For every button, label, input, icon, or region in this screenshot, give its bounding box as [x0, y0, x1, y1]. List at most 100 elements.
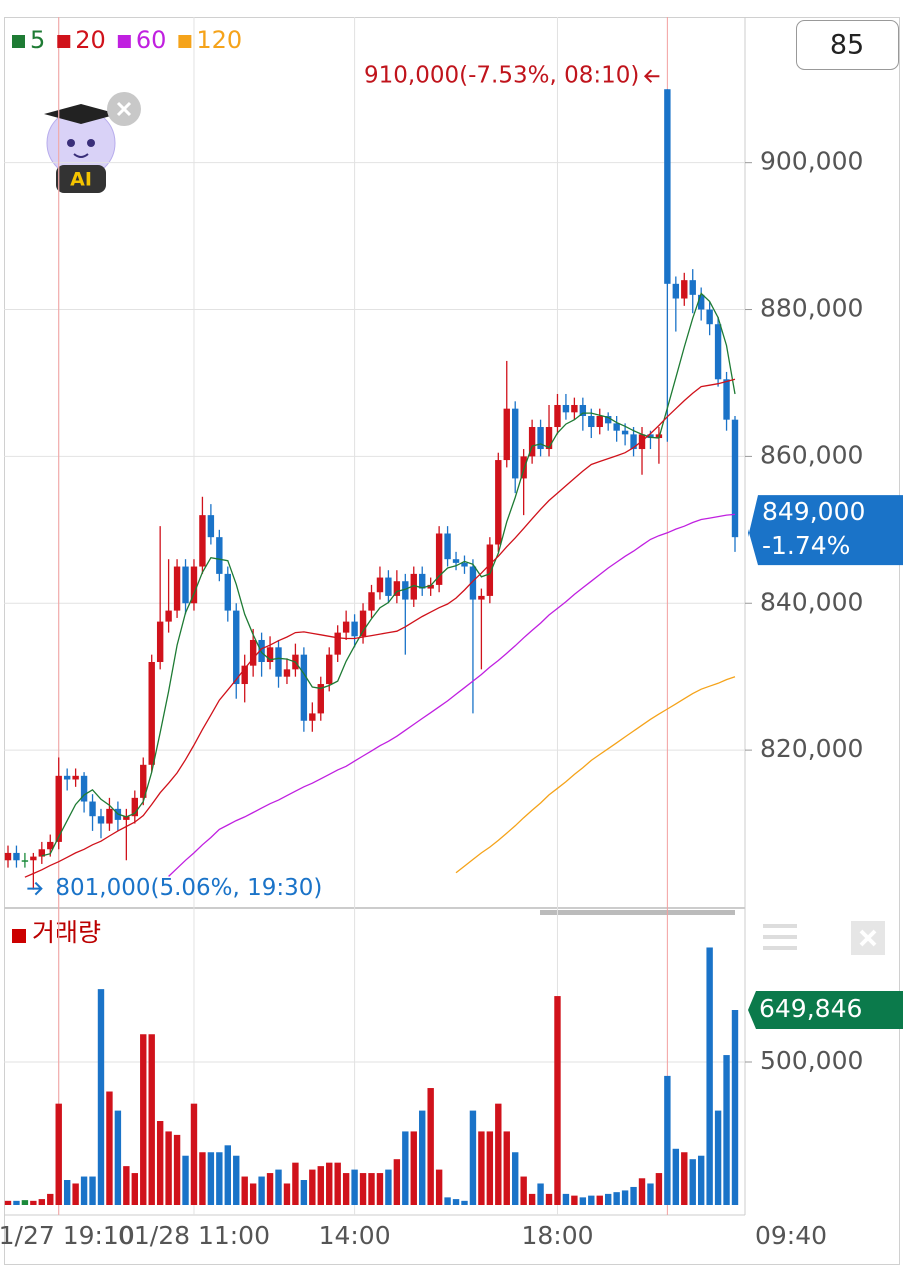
volume-bar — [655, 1173, 663, 1205]
legend-label: 20 — [75, 26, 106, 54]
candle-body — [283, 669, 291, 677]
volume-bar — [604, 1193, 612, 1205]
volume-bar — [512, 1152, 519, 1205]
candle-body — [393, 581, 401, 596]
volume-bar — [199, 1152, 206, 1205]
period-button[interactable]: 85 — [796, 20, 899, 70]
close-panel-icon[interactable] — [851, 921, 885, 955]
candle-body — [165, 610, 172, 622]
volume-bar — [419, 1110, 426, 1205]
y-tick-label: 880,000 — [760, 294, 863, 323]
volume-bar — [249, 1183, 257, 1205]
ai-close-icon[interactable] — [116, 101, 132, 117]
candle-body — [342, 621, 350, 633]
candle-body — [689, 280, 696, 295]
candle-body — [596, 416, 603, 428]
candle-body — [469, 566, 477, 600]
ai-assistant[interactable]: AI — [44, 92, 141, 193]
scroll-bar[interactable] — [540, 910, 735, 915]
volume-bar — [528, 1193, 536, 1205]
candle-body — [452, 559, 460, 563]
candle-body — [326, 654, 333, 685]
menu-icon[interactable] — [763, 924, 797, 950]
volume-bar — [495, 1103, 502, 1205]
candle-body — [520, 456, 527, 479]
candle-body — [266, 647, 274, 663]
volume-bar — [435, 1169, 443, 1205]
candle-body — [300, 654, 308, 721]
volume-bar — [638, 1178, 646, 1205]
volume-bar — [714, 1110, 722, 1205]
current-volume-label: 649,846 — [759, 994, 862, 1023]
period-button-box[interactable] — [796, 20, 899, 70]
volume-bar — [520, 1176, 527, 1205]
x-tick-label: 01/27 19:10 — [0, 1221, 135, 1250]
volume-bar — [156, 1121, 164, 1205]
candle-body — [435, 533, 443, 585]
volume-bar — [55, 1103, 62, 1205]
candle-body — [13, 852, 20, 861]
candle-body — [80, 775, 88, 802]
close-panel-x[interactable] — [859, 929, 877, 947]
candle-body — [190, 566, 198, 604]
current-price-label: 849,000 — [762, 497, 865, 526]
volume-bar — [13, 1200, 20, 1205]
volume-bar — [106, 1091, 113, 1205]
candle-body — [72, 775, 79, 780]
candle-body — [140, 764, 147, 798]
ai-mouth — [73, 153, 89, 158]
candle-body — [216, 537, 223, 574]
volume-bar — [207, 1152, 215, 1205]
volume-legend-swatch — [12, 929, 26, 943]
legend-label: 60 — [136, 26, 167, 54]
volume-bar — [4, 1200, 12, 1205]
volume-bar — [173, 1134, 181, 1205]
chart-border — [4, 17, 900, 1265]
volume-bar — [80, 1176, 88, 1205]
candle-body — [495, 460, 502, 545]
low-annotation: 801,000(5.06%, 19:30) — [55, 875, 322, 901]
candle-body — [385, 577, 392, 596]
volume-bar — [266, 1173, 274, 1205]
candle-body — [21, 860, 29, 862]
volume-bar — [309, 1169, 316, 1205]
legend-swatch — [57, 35, 71, 48]
volume-bar — [190, 1103, 198, 1205]
volume-bar — [706, 947, 713, 1205]
volume-bar — [114, 1110, 122, 1205]
volume-bar — [621, 1190, 629, 1205]
candle-body — [317, 684, 324, 714]
candle-body — [503, 408, 510, 461]
volume-bar — [21, 1200, 29, 1205]
menu-lines[interactable] — [763, 924, 797, 950]
low-arrow — [27, 881, 43, 896]
candle-body — [97, 816, 105, 824]
candle-body — [697, 294, 705, 310]
ma-line — [41, 292, 736, 857]
y-tick-label: 900,000 — [760, 147, 863, 176]
candle-body — [731, 419, 739, 538]
volume-bar — [478, 1131, 485, 1205]
volume-bar — [393, 1159, 401, 1205]
volume-bar — [469, 1110, 477, 1205]
candle-body — [562, 404, 570, 413]
candle-body — [55, 775, 62, 842]
candle-body — [706, 309, 713, 325]
volume-bar — [554, 996, 561, 1205]
y-tick-label: 820,000 — [760, 734, 863, 763]
candle-body — [613, 423, 620, 431]
candle-body — [106, 808, 113, 824]
volume-bar — [613, 1192, 620, 1205]
period-button-label[interactable]: 85 — [830, 30, 864, 61]
volume-bar — [664, 1075, 671, 1205]
volume-bar — [275, 1169, 282, 1205]
current-price-box — [748, 495, 903, 566]
candle-body — [419, 573, 426, 589]
high-arrow — [643, 69, 660, 83]
volume-bar — [630, 1186, 637, 1205]
volume-bar — [258, 1176, 265, 1205]
volume-bar — [410, 1131, 417, 1205]
candle-body — [233, 610, 240, 685]
candle-body — [427, 584, 434, 589]
x-tick-label: 18:00 — [521, 1221, 593, 1250]
